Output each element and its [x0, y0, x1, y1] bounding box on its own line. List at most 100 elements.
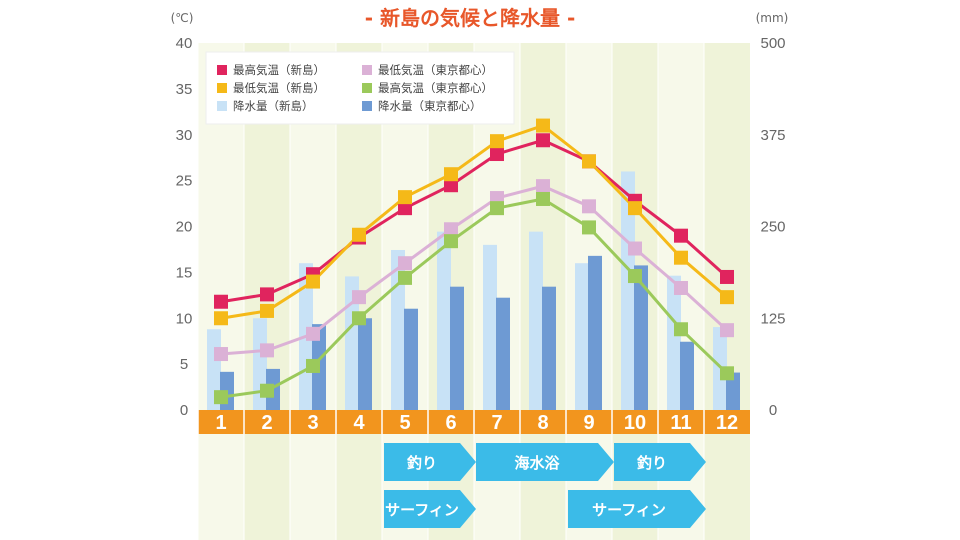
activity-label: 海水浴: [514, 454, 560, 472]
legend-label: 最高気温（新島）: [233, 63, 325, 77]
month-column-bg: [198, 43, 244, 540]
series-marker-3: [720, 366, 734, 381]
month-label: 3: [307, 412, 318, 434]
series-marker-2: [720, 323, 734, 338]
bar-niijima-precip: [345, 276, 359, 410]
bar-niijima-precip: [667, 275, 681, 410]
left-axis: 0 5 10 15 20 25 30 35 40: [176, 35, 193, 419]
activity-label: サーフィン: [385, 501, 459, 519]
series-marker-1: [720, 290, 734, 305]
right-tick-label: 500: [760, 35, 785, 52]
legend-label: 最高気温（東京都心）: [378, 81, 493, 95]
month-label: 5: [399, 412, 410, 434]
month-label: 7: [491, 412, 502, 434]
activity-arrow: [384, 443, 476, 481]
right-tick-label: 125: [760, 310, 785, 327]
series-marker-2: [628, 241, 642, 256]
legend-swatch: [217, 65, 227, 75]
legend-label: 最低気温（東京都心）: [378, 63, 493, 77]
series-marker-3: [260, 383, 274, 398]
left-tick-label: 35: [176, 81, 193, 98]
temperature-lines: [214, 118, 734, 405]
legend-label: 降水量（東京都心）: [378, 99, 482, 113]
legend-swatch: [362, 83, 372, 93]
series-marker-0: [444, 178, 458, 193]
right-tick-label: 375: [760, 127, 785, 144]
month-label: 11: [670, 412, 691, 434]
series-marker-2: [582, 199, 596, 214]
bar-tokyo-precip: [634, 265, 648, 410]
left-tick-label: 5: [180, 356, 188, 373]
bar-tokyo-precip: [496, 297, 510, 410]
month-label: 10: [624, 412, 646, 434]
series-marker-1: [398, 190, 412, 205]
series-marker-1: [444, 167, 458, 182]
activity-arrow: [568, 490, 706, 528]
activity-arrow: [476, 443, 614, 481]
series-marker-0: [260, 287, 274, 302]
activity-label: 釣り: [407, 454, 437, 472]
bar-niijima-precip: [483, 244, 497, 410]
series-marker-0: [674, 228, 688, 243]
left-tick-label: 10: [176, 310, 193, 327]
series-marker-1: [628, 201, 642, 216]
bar-tokyo-precip: [726, 372, 740, 410]
legend-swatch: [217, 83, 227, 93]
series-marker-3: [674, 322, 688, 337]
bar-tokyo-precip: [358, 318, 372, 410]
series-line-3: [220, 197, 729, 399]
series-marker-3: [582, 220, 596, 235]
legend-label: 最低気温（新島）: [233, 81, 325, 95]
bar-tokyo-precip: [588, 255, 602, 410]
bar-niijima-precip: [529, 231, 543, 410]
series-marker-1: [536, 118, 550, 133]
series-marker-2: [674, 280, 688, 295]
month-label: 6: [445, 412, 456, 434]
left-tick-label: 40: [176, 35, 193, 52]
legend-swatch: [362, 101, 372, 111]
bar-tokyo-precip: [450, 286, 464, 410]
series-marker-2: [444, 222, 458, 237]
series-marker-0: [720, 269, 734, 284]
series-marker-3: [352, 311, 366, 326]
series-marker-1: [490, 134, 504, 149]
legend-box: [205, 51, 515, 125]
month-label: 1: [215, 412, 226, 434]
series-marker-1: [674, 250, 688, 265]
left-tick-label: 30: [176, 127, 193, 144]
series-marker-3: [398, 270, 412, 285]
series-marker-3: [628, 269, 642, 284]
legend-swatch: [217, 101, 227, 111]
precipitation-bars: [207, 171, 740, 410]
series-marker-2: [306, 326, 320, 341]
legend-label: 降水量（新島）: [233, 99, 314, 113]
series-marker-3: [444, 234, 458, 249]
bar-tokyo-precip: [404, 308, 418, 410]
left-tick-label: 20: [176, 219, 193, 236]
series-marker-0: [214, 294, 228, 309]
bar-tokyo-precip: [542, 286, 556, 410]
series-marker-1: [306, 274, 320, 289]
legend: 最高気温（新島） 最低気温（東京都心） 最低気温（新島） 最高気温（東京都心） 降水量（…: [205, 51, 515, 125]
series-marker-0: [490, 147, 504, 162]
series-marker-3: [536, 191, 550, 206]
bar-niijima-precip: [437, 231, 451, 410]
series-marker-3: [306, 358, 320, 373]
series-marker-2: [536, 179, 550, 194]
bar-tokyo-precip: [680, 341, 694, 410]
month-axis: 1 2 3 4 5 6 7 8 9 10 11 12: [197, 410, 750, 434]
bar-niijima-precip: [621, 171, 635, 410]
series-marker-1: [214, 311, 228, 326]
right-axis-unit: (mm): [756, 11, 789, 25]
right-tick-label: 0: [769, 402, 777, 419]
series-marker-2: [398, 256, 412, 271]
left-axis-unit: (℃): [171, 11, 194, 25]
month-label: 12: [716, 412, 738, 434]
series-marker-3: [490, 201, 504, 216]
series-marker-2: [352, 290, 366, 305]
month-label: 2: [261, 412, 272, 434]
month-label: 9: [583, 412, 594, 434]
right-tick-label: 250: [760, 219, 785, 236]
